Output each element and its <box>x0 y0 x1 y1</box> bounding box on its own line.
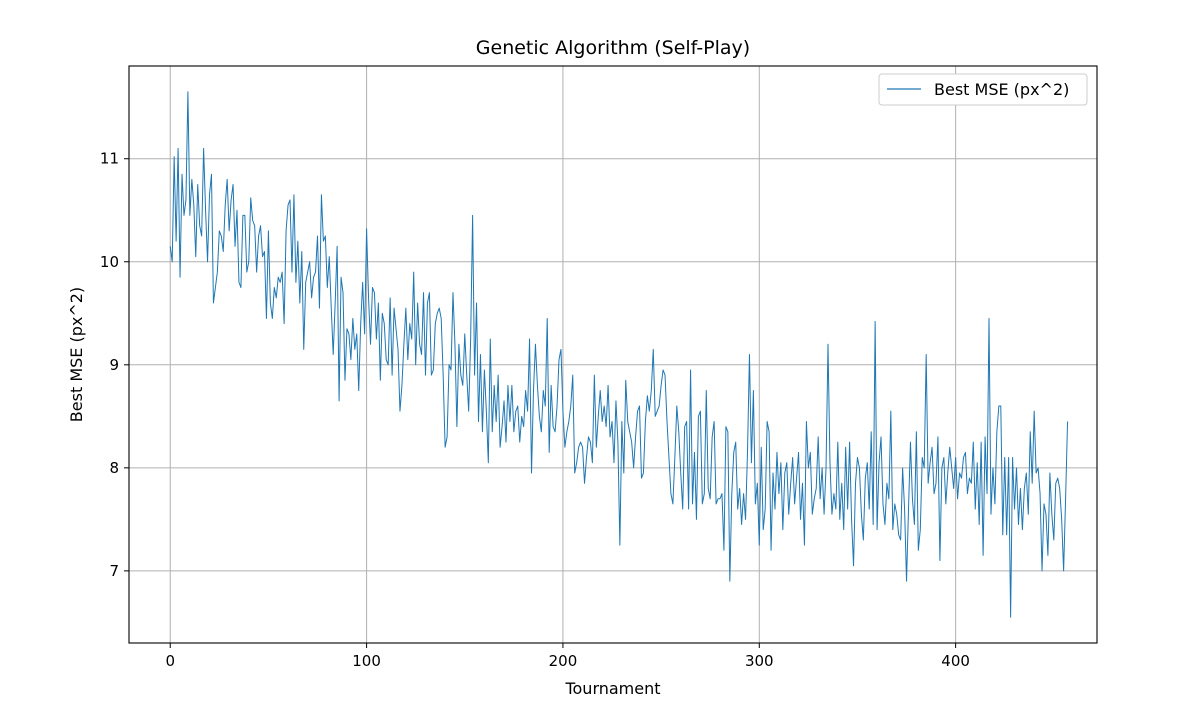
legend-label-best-mse: Best MSE (px^2) <box>934 80 1069 99</box>
x-tick-label: 200 <box>549 652 578 670</box>
x-axis-title: Tournament <box>564 679 660 698</box>
x-tick-label: 400 <box>941 652 970 670</box>
legend-box <box>878 73 1088 106</box>
y-tick-label: 8 <box>109 459 119 477</box>
series-layer <box>169 91 1069 618</box>
plot-frame <box>128 65 1098 644</box>
x-tick-label: 300 <box>745 652 774 670</box>
chart-title: Genetic Algorithm (Self-Play) <box>476 37 750 59</box>
y-tick-label: 10 <box>100 253 119 271</box>
x-tick-label: 0 <box>165 652 175 670</box>
x-tick-label: 100 <box>352 652 381 670</box>
y-tick-label: 11 <box>100 150 119 168</box>
legend: Best MSE (px^2) <box>878 73 1088 106</box>
grid-layer <box>129 66 1097 643</box>
tick-layer: 0 100 200 300 400 7 8 9 10 11 <box>100 150 970 670</box>
y-tick-label: 9 <box>109 356 119 374</box>
series-line-best-mse <box>169 91 1069 618</box>
y-tick-label: 7 <box>109 562 119 580</box>
y-axis-title: Best MSE (px^2) <box>67 287 86 422</box>
